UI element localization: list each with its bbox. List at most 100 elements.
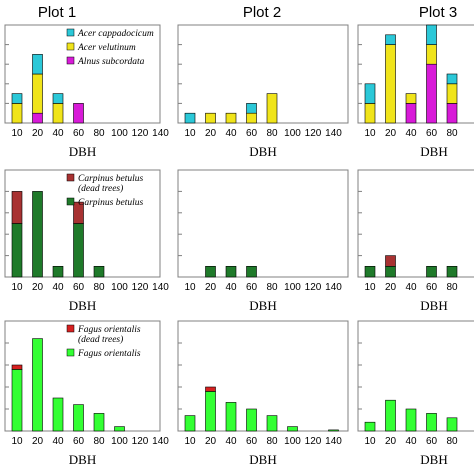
bar-fagus-140 [328,429,339,432]
bar-fagus-80 [93,413,105,432]
x-tick-label: 10 [364,128,376,139]
legend-swatch [66,28,75,37]
x-tick-label: 100 [111,128,128,139]
plot-frame [357,320,474,432]
x-tick-label: 60 [246,436,258,447]
bar-carpinus-20 [205,265,216,278]
x-axis-label: DBH [420,298,447,313]
x-tick-label: 60 [73,128,85,139]
bar-acer-cappadocicum-10 [11,93,23,104]
x-tick-label: 120 [132,128,149,139]
x-tick-label: 140 [152,436,169,447]
bar-fagus-10 [11,369,23,432]
bar-fagus-20 [385,399,396,432]
legend-label: Carpinus betulus [78,174,143,184]
x-tick-label: 40 [52,128,64,139]
x-axis-label: DBH [249,144,276,159]
legend-label: Fagus orientalis [77,349,141,359]
x-tick-label: 80 [446,282,458,293]
bar-carpinus-60 [246,265,257,278]
x-tick-label: 20 [385,128,397,139]
legend-label-note: (dead trees) [78,334,123,345]
x-tick-label: 120 [305,436,322,447]
x-tick-label: 60 [426,282,438,293]
bar-acer-cappadocicum-40 [52,93,64,104]
bar-acer-velutinum-40 [225,112,237,124]
x-tick-label: 20 [385,436,397,447]
bar-fagus-10 [184,415,196,432]
plot-frame [357,169,474,278]
bar-acer-cappadocicum-60 [246,103,257,114]
x-tick-label: 60 [426,128,438,139]
plot-frame [357,24,474,124]
legend-swatch [66,42,75,51]
panel-2: 10 20 40 60 80 100 120 140 DBH [177,24,349,159]
bar-carpinus-40 [225,265,237,278]
x-tick-label: 120 [305,282,322,293]
bar-carpinus-10 [364,265,376,278]
x-tick-label: 140 [325,282,342,293]
bar-acer-velutinum-40 [52,103,64,124]
x-tick-label: 120 [132,282,149,293]
bar-fagus-100 [287,426,298,432]
x-tick-label: 20 [385,282,397,293]
bar-fagus-40 [52,397,64,432]
bar-acer-cappadocicum-60 [426,24,437,45]
x-tick-label: 140 [325,128,342,139]
x-tick-label: 20 [32,282,44,293]
bar-acer-velutinum-80 [266,93,278,124]
legend-label: Alnus subcordata [77,57,145,67]
bar-alnus-subcordata-80 [446,103,458,124]
bar-acer-cappadocicum-20 [32,54,43,75]
x-tick-label: 40 [405,282,417,293]
x-axis-label: DBH [249,452,276,467]
bar-acer-velutinum-10 [11,103,23,124]
x-tick-label: 10 [184,282,196,293]
x-tick-label: 20 [32,436,44,447]
panel-5: 10 20 40 60 80 100 120 140 DBH [177,169,349,313]
bar-fagus-80 [446,417,458,432]
x-tick-label: 100 [284,436,301,447]
legend-label-note: (dead trees) [78,183,123,194]
x-axis-label: DBH [69,452,96,467]
x-tick-label: 10 [364,282,376,293]
x-tick-label: 80 [93,282,105,293]
x-tick-label: 80 [93,128,105,139]
bar-alnus-subcordata-40 [405,103,417,124]
x-tick-label: 80 [446,436,458,447]
x-tick-label: 60 [246,282,258,293]
x-axis-label: DBH [420,452,447,467]
bar-acer-velutinum-40 [405,93,417,104]
legend-swatch [66,348,75,357]
x-axis-label: DBH [420,144,447,159]
x-tick-label: 100 [111,436,128,447]
x-tick-label: 40 [405,128,417,139]
bar-carpinus-dead-60 [73,201,84,224]
x-tick-label: 60 [426,436,438,447]
plot-frame [177,320,349,432]
x-tick-label: 60 [73,282,85,293]
bar-carpinus-dead-20 [385,255,396,267]
x-tick-label: 140 [325,436,342,447]
bar-acer-velutinum-20 [205,112,216,124]
x-tick-label: 60 [73,436,85,447]
bar-carpinus-dead-10 [11,191,23,224]
x-axis-label: DBH [249,298,276,313]
plot-title-1: Plot 1 [38,4,76,21]
bar-acer-cappadocicum-20 [385,34,396,45]
bar-fagus-dead-10 [11,364,23,370]
x-axis-label: DBH [69,298,96,313]
panel-3: 10 20 40 60 80 DBH [357,24,474,159]
panel-8: 10 20 40 60 80 100 120 140 DBH [177,320,349,467]
x-tick-label: 10 [184,436,196,447]
panel-9: 10 20 40 60 80 DBH [357,320,474,467]
bar-fagus-20 [32,338,43,432]
bar-acer-velutinum-60 [426,44,437,65]
x-tick-label: 20 [32,128,44,139]
x-tick-label: 100 [284,128,301,139]
x-tick-label: 120 [305,128,322,139]
x-tick-label: 80 [446,128,458,139]
bar-fagus-100 [114,426,125,432]
legend-label: Acer cappadocicum [77,29,154,39]
bar-carpinus-60 [73,223,84,278]
